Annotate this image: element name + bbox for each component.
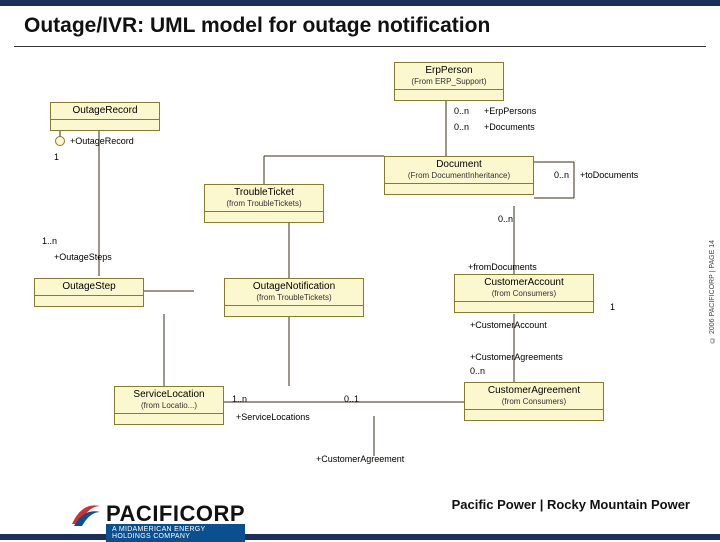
footer-brands: Pacific Power | Rocky Mountain Power <box>452 497 690 512</box>
mult-cagr-01: 0..1 <box>344 394 359 404</box>
class-outage-record: OutageRecord <box>50 102 160 131</box>
class-from: (from TroubleTickets) <box>209 199 319 209</box>
class-from: (From ERP_Support) <box>399 77 499 87</box>
mult-doc-down-0n: 0..n <box>498 214 513 224</box>
role-outage-steps: +OutageSteps <box>54 252 112 262</box>
mult-cagr-0n: 0..n <box>470 366 485 376</box>
class-name: OutageRecord <box>55 105 155 117</box>
mult-sl-1n: 1..n <box>232 394 247 404</box>
class-name: CustomerAgreement <box>469 385 599 397</box>
class-outage-step: OutageStep <box>34 278 144 307</box>
mult-doc-0n: 0..n <box>454 122 469 132</box>
logo-tagline: A MIDAMERICAN ENERGY HOLDINGS COMPANY <box>106 524 245 542</box>
uml-canvas: ErpPerson (From ERP_Support) OutageRecor… <box>14 56 706 474</box>
class-from: (from Consumers) <box>469 397 599 407</box>
role-erp-persons: +ErpPersons <box>484 106 536 116</box>
class-name: CustomerAccount <box>459 277 589 289</box>
logo-swoosh-icon <box>70 500 102 528</box>
mult-steps-1n: 1..n <box>42 236 57 246</box>
role-customer-agreements: +CustomerAgreements <box>470 352 563 362</box>
class-name: Document <box>389 159 529 171</box>
class-document: Document (From DocumentInheritance) <box>384 156 534 195</box>
pacificorp-logo: PACIFICORP A MIDAMERICAN ENERGY HOLDINGS… <box>70 500 245 528</box>
mult-self-0n: 0..n <box>554 170 569 180</box>
role-documents: +Documents <box>484 122 535 132</box>
class-customer-agreement: CustomerAgreement (from Consumers) <box>464 382 604 421</box>
copyright-vertical: © 2006 PACIFICORP | PAGE 14 <box>709 240 716 343</box>
mult-erp-0n: 0..n <box>454 106 469 116</box>
class-name: TroubleTicket <box>209 187 319 199</box>
class-customer-account: CustomerAccount (from Consumers) <box>454 274 594 313</box>
role-outage-record: +OutageRecord <box>70 136 134 146</box>
class-trouble-ticket: TroubleTicket (from TroubleTickets) <box>204 184 324 223</box>
slide-title: Outage/IVR: UML model for outage notific… <box>24 14 490 38</box>
role-from-documents: +fromDocuments <box>468 262 537 272</box>
role-service-locations: +ServiceLocations <box>236 412 310 422</box>
class-from: (from Locatio...) <box>119 401 219 411</box>
title-rule <box>14 46 706 47</box>
mult-outrec-1: 1 <box>54 152 59 162</box>
footer: PACIFICORP A MIDAMERICAN ENERGY HOLDINGS… <box>0 480 720 530</box>
role-customer-account: +CustomerAccount <box>470 320 547 330</box>
accent-bar-top <box>0 0 720 6</box>
class-erp-person: ErpPerson (From ERP_Support) <box>394 62 504 101</box>
class-from: (From DocumentInheritance) <box>389 171 529 181</box>
role-to-documents: +toDocuments <box>580 170 638 180</box>
class-from: (from TroubleTickets) <box>229 293 359 303</box>
class-name: ServiceLocation <box>119 389 219 401</box>
class-name: OutageNotification <box>229 281 359 293</box>
interface-lollipop <box>55 136 65 146</box>
class-outage-notification: OutageNotification (from TroubleTickets) <box>224 278 364 317</box>
class-name: ErpPerson <box>399 65 499 77</box>
role-customer-agreement: +CustomerAgreement <box>316 454 404 464</box>
class-service-location: ServiceLocation (from Locatio...) <box>114 386 224 425</box>
class-from: (from Consumers) <box>459 289 589 299</box>
class-name: OutageStep <box>39 281 139 293</box>
mult-ca-1: 1 <box>610 302 615 312</box>
